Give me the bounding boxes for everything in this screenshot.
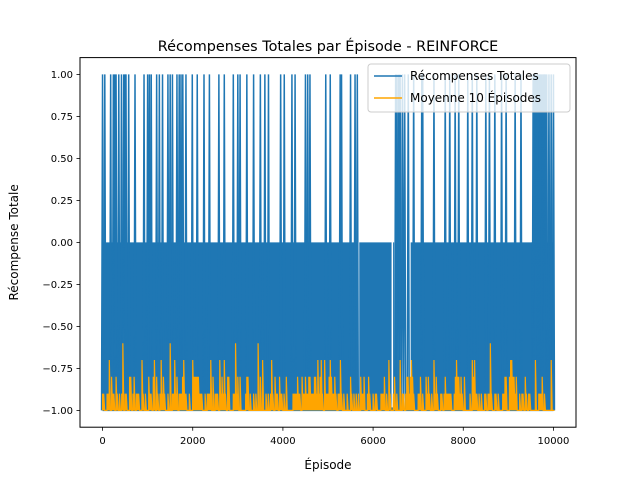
- x-tick-label-4: 8000: [451, 436, 476, 447]
- series-recompenses-spike-28: [190, 74, 195, 411]
- series-recompenses-spike-45: [293, 74, 297, 411]
- series-recompenses-spike-37: [245, 74, 249, 411]
- series-recompenses-spike-46: [303, 74, 308, 411]
- series-recompenses-spike-21: [168, 74, 172, 411]
- series-recompenses-spike-52: [339, 74, 344, 411]
- legend-label-0: Récompenses Totales: [410, 69, 539, 83]
- x-tick-label-3: 6000: [360, 436, 385, 447]
- series-recompenses-spike-5: [114, 74, 118, 411]
- y-tick-label-1: −0.75: [42, 364, 73, 375]
- series-recompenses-spike-48: [308, 74, 312, 411]
- series-recompenses-spike-35: [236, 74, 240, 411]
- y-tick-label-2: −0.50: [42, 322, 73, 333]
- series-recompenses-spike-49: [324, 74, 328, 411]
- series-recompenses-spike-34: [231, 74, 236, 411]
- series-recompenses-gap-3: [409, 241, 411, 408]
- series-recompenses-spike-47: [305, 74, 310, 411]
- series-recompenses-spike-22: [170, 74, 175, 411]
- y-tick-label-6: 0.50: [51, 154, 73, 165]
- legend-box: [367, 63, 571, 113]
- series-recompenses-spike-0: [100, 74, 105, 411]
- series-recompenses-spike-42: [278, 74, 283, 411]
- series-recompenses-gap-1: [391, 241, 394, 408]
- series-recompenses-spike-10: [124, 74, 128, 411]
- series-recompenses-spike-36: [238, 74, 242, 411]
- y-tick-label-7: 0.75: [51, 112, 73, 123]
- series-recompenses-spike-16: [149, 74, 153, 411]
- y-tick-label-0: −1.00: [42, 406, 73, 417]
- series-recompenses-spike-20: [166, 74, 170, 411]
- y-tick-label-4: 0.00: [51, 238, 73, 249]
- series-recompenses-spike-31: [207, 74, 212, 411]
- series-recompenses-spike-26: [181, 74, 185, 411]
- y-tick-label-5: 0.25: [51, 196, 73, 207]
- series-recompenses-spike-43: [282, 74, 287, 411]
- y-axis: −1.00 −0.75 −0.50 −0.25 0.00 0.25 0.50 0.75 1.00: [42, 70, 80, 417]
- series-recompenses-spike-44: [290, 74, 294, 411]
- series-recompenses-spike-38: [251, 74, 256, 411]
- y-axis-label: Récompense Totale: [7, 184, 21, 300]
- legend-label-1: Moyenne 10 Épisodes: [410, 90, 541, 105]
- y-tick-label-3: −0.25: [42, 280, 73, 291]
- series-recompenses-spike-39: [258, 74, 263, 411]
- x-tick-label-0: 0: [99, 436, 105, 447]
- series-recompenses-spike-40: [263, 74, 267, 411]
- series-recompenses-spike-11: [126, 74, 131, 411]
- series-recompenses-spike-32: [217, 74, 221, 411]
- y-tick-label-8: 1.00: [51, 70, 73, 81]
- series-recompenses-spike-41: [266, 74, 271, 411]
- x-tick-label-5: 10000: [538, 436, 570, 447]
- series-recompenses-spike-30: [202, 74, 206, 411]
- series-recompenses-spike-55: [355, 74, 360, 411]
- legend: Récompenses Totales Moyenne 10 Épisodes: [367, 63, 571, 113]
- series-recompenses-spike-6: [117, 74, 121, 411]
- series-recompenses-spike-17: [154, 74, 159, 411]
- series-recompenses-spike-27: [184, 74, 188, 411]
- series-recompenses-spike-23: [175, 74, 179, 411]
- series-recompenses-spike-2: [108, 74, 113, 411]
- series-recompenses-spike-29: [195, 74, 199, 411]
- series-recompenses-spike-19: [160, 74, 165, 411]
- series-recompenses-spike-53: [348, 74, 353, 411]
- series-moyenne-10-episodes: [101, 343, 555, 411]
- series-recompenses-spike-54: [353, 74, 357, 411]
- x-axis: 0 2000 4000 6000 8000 10000: [99, 427, 569, 447]
- series-recompenses-spike-50: [328, 74, 332, 411]
- x-axis-label: Épisode: [304, 457, 351, 472]
- series-recompenses-spike-1: [103, 74, 107, 411]
- series-recompenses-spike-13: [142, 74, 146, 411]
- chart-title: Récompenses Totales par Épisode - REINFO…: [158, 38, 498, 55]
- x-tick-label-2: 4000: [270, 436, 295, 447]
- series-recompenses-spike-7: [119, 74, 124, 411]
- series-recompenses-spike-18: [157, 74, 162, 411]
- x-tick-label-1: 2000: [180, 436, 205, 447]
- series-recompenses-spike-33: [222, 74, 227, 411]
- series-recompenses-spike-12: [133, 74, 137, 411]
- series-moyenne-line: [101, 343, 555, 411]
